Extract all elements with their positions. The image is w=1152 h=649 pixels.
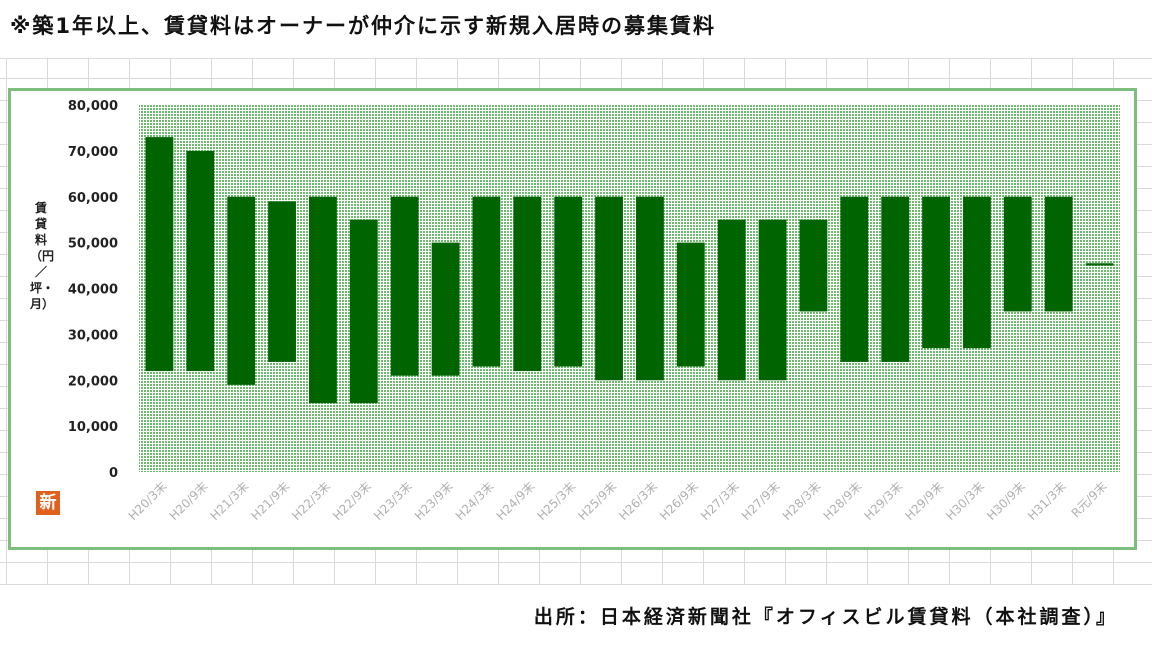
range-bar [390, 196, 419, 376]
y-tick-label: 30,000 [68, 328, 118, 343]
y-tick-label: 40,000 [68, 283, 118, 298]
x-tick-label: H30/3末 [943, 479, 987, 523]
range-bar [676, 242, 705, 367]
x-tick-label: H31/3末 [1025, 479, 1069, 523]
range-bar [717, 219, 746, 381]
x-axis-ticks: H20/3末H20/9末H21/3末H21/9末H22/3末H22/9末H23/… [126, 479, 1110, 523]
x-tick-label: H24/9末 [494, 479, 538, 523]
nikkei-badge-icon: 新 [36, 491, 60, 515]
range-bar [431, 242, 460, 376]
x-tick-label: H20/9末 [167, 479, 211, 523]
range-bar [1003, 196, 1032, 312]
range-bar [799, 219, 828, 312]
x-tick-label: H21/9末 [248, 479, 292, 523]
x-tick-label: H23/9末 [412, 479, 456, 523]
x-tick-label: H26/3末 [616, 479, 660, 523]
y-axis-label: 賃貸料（円／坪・月） [30, 201, 55, 311]
y-tick-label: 80,000 [68, 99, 118, 114]
x-tick-label: H27/9末 [739, 479, 783, 523]
range-bar [145, 137, 174, 372]
x-tick-label: H28/3末 [780, 479, 824, 523]
chart-note: ※築1年以上、賃貸料はオーナーが仲介に示す新規入居時の募集賃料 [10, 14, 717, 38]
range-bar [227, 196, 256, 385]
range-bar [840, 196, 869, 362]
y-tick-label: 0 [109, 466, 118, 481]
y-tick-label: 50,000 [68, 237, 118, 252]
y-tick-label: 60,000 [68, 191, 118, 206]
plot-area [139, 105, 1120, 472]
x-tick-label: H20/3末 [126, 479, 170, 523]
x-tick-label: H22/9末 [330, 479, 374, 523]
range-bar [186, 150, 215, 372]
range-bar [1044, 196, 1073, 312]
range-bar [268, 201, 296, 362]
x-tick-label: H25/3末 [534, 479, 578, 523]
range-bar [309, 196, 337, 404]
range-bar [513, 196, 542, 372]
range-bar [881, 196, 910, 362]
range-bar [963, 196, 991, 349]
x-tick-label: H29/9末 [902, 479, 946, 523]
range-bar [472, 196, 501, 367]
x-tick-label: H24/3末 [453, 479, 497, 523]
x-tick-label: H25/9末 [575, 479, 619, 523]
x-tick-label: R元/9末 [1069, 479, 1110, 520]
range-bars [145, 137, 1114, 404]
range-bar [758, 219, 787, 381]
y-tick-label: 10,000 [68, 420, 118, 435]
x-tick-label: H26/9末 [657, 479, 701, 523]
y-tick-label: 70,000 [68, 145, 118, 160]
range-bar [349, 219, 378, 404]
x-tick-label: H27/3末 [698, 479, 742, 523]
range-bar [1085, 263, 1114, 266]
x-tick-label: H28/9末 [821, 479, 865, 523]
x-tick-label: H21/3末 [207, 479, 251, 523]
x-tick-label: H30/9末 [984, 479, 1028, 523]
x-tick-label: H22/3末 [289, 479, 333, 523]
y-tick-label: 20,000 [68, 374, 118, 389]
range-bar [595, 196, 623, 381]
range-bar [554, 196, 583, 367]
range-bar [636, 196, 664, 381]
range-bar [922, 196, 950, 349]
header-area: ※築1年以上、賃貸料はオーナーが仲介に示す新規入居時の募集賃料 [0, 0, 1152, 59]
x-tick-label: H29/3末 [861, 479, 905, 523]
source-citation: 出所：日本経済新聞社『オフィスビル賃貸料（本社調査）』 [533, 606, 1118, 628]
x-tick-label: H23/3末 [371, 479, 415, 523]
y-axis-ticks: 0 10,000 20,000 30,000 40,000 50,000 60,000 70,… [68, 99, 118, 481]
footer-area [0, 584, 1152, 649]
